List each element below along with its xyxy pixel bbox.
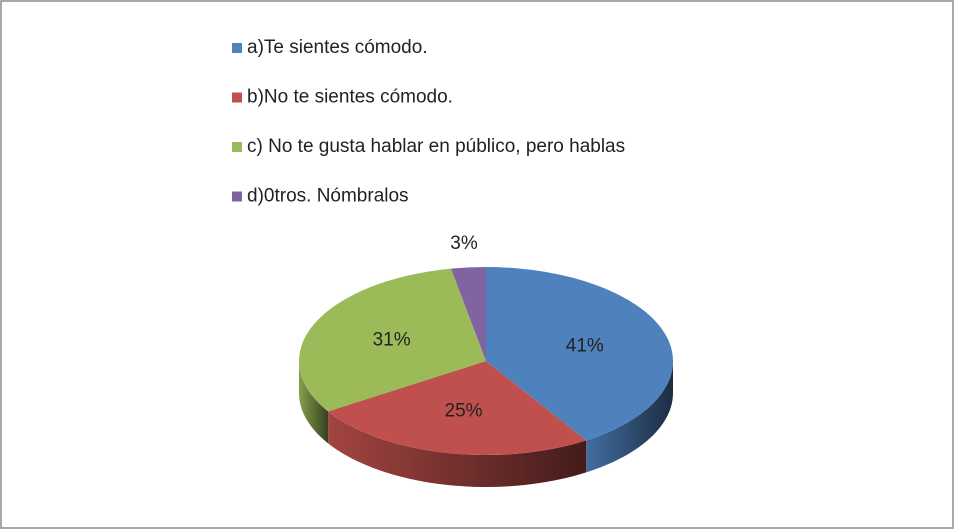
slice	[450, 267, 486, 361]
slice-side	[586, 361, 673, 473]
data-label: 31%	[373, 329, 411, 350]
legend-label: a)Te sientes cómodo.	[247, 37, 428, 58]
slice	[299, 268, 486, 412]
legend-swatch	[232, 191, 242, 202]
slice	[486, 267, 673, 441]
slice	[328, 361, 587, 455]
legend-swatch	[232, 43, 242, 53]
data-label: 3%	[450, 233, 478, 254]
slice-side	[299, 361, 329, 444]
legend-swatch	[232, 142, 242, 152]
legend-label: d)0tros. Nómbralos	[247, 186, 409, 207]
slice-side	[328, 411, 587, 487]
legend-label: c) No te gusta hablar en público, pero h…	[247, 136, 625, 157]
legend-swatch	[232, 92, 242, 103]
legend-label: b)No te sientes cómodo.	[247, 87, 453, 108]
data-label: 25%	[445, 400, 483, 421]
data-label: 41%	[566, 336, 604, 357]
